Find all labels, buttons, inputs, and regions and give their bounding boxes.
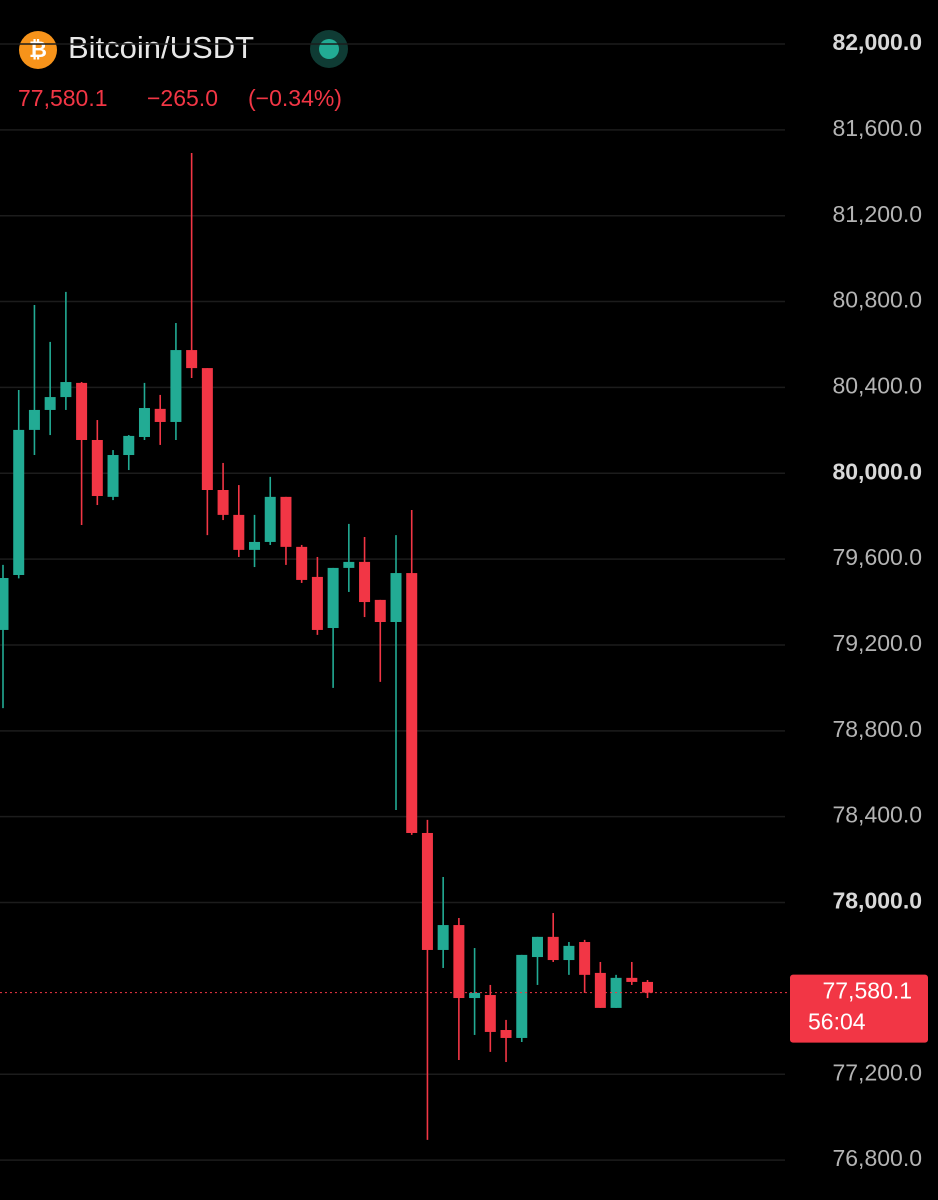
candle-body: [249, 541, 261, 550]
candle-body: [233, 514, 245, 550]
candle-body: [547, 936, 559, 961]
live-indicator: [319, 39, 339, 59]
candle-body: [264, 496, 276, 542]
y-tick-label: 80,400.0: [832, 372, 922, 398]
candle-body: [563, 945, 575, 961]
candle-body: [138, 408, 150, 437]
y-tick-label: 78,800.0: [832, 716, 922, 742]
y-tick-label: 79,200.0: [832, 630, 922, 656]
candle-body: [531, 936, 543, 958]
candle-body: [311, 576, 323, 630]
candle-body: [91, 439, 103, 497]
candle-body: [626, 977, 638, 982]
y-tick-label: 76,800.0: [832, 1145, 922, 1171]
candle-body: [579, 942, 591, 975]
candle-body: [60, 382, 72, 398]
candle-body: [453, 925, 465, 999]
y-tick-label: 80,800.0: [832, 287, 922, 313]
candle-body: [327, 567, 339, 629]
candle-body: [296, 546, 308, 580]
candle-body: [217, 490, 229, 515]
last-price-label: 77,580.1: [822, 978, 912, 1004]
candle-body: [123, 435, 135, 456]
candle-body: [406, 573, 418, 833]
candle-body: [107, 455, 119, 497]
countdown-label: 56:04: [808, 1009, 866, 1035]
y-tick-label: 78,400.0: [832, 802, 922, 828]
candle-body: [201, 368, 213, 491]
candle-body: [359, 561, 371, 603]
header-price: 77,580.1: [18, 85, 108, 111]
candle-body: [421, 832, 433, 950]
coin-icon-symbol: ₿: [29, 37, 47, 62]
candle-body: [516, 954, 528, 1038]
y-tick-label: 82,000.0: [832, 29, 922, 55]
candle-body: [469, 992, 481, 999]
candle-body: [374, 599, 386, 622]
y-tick-label: 77,200.0: [832, 1059, 922, 1085]
candle-body: [170, 350, 182, 422]
symbol-title: Bitcoin/USDT: [68, 30, 254, 65]
header-change-pct: (−0.34%): [248, 85, 342, 111]
candle-body: [343, 561, 355, 568]
candle-body: [154, 408, 166, 422]
candle-body: [44, 397, 56, 410]
y-tick-label: 78,000.0: [832, 888, 922, 914]
y-tick-label: 79,600.0: [832, 544, 922, 570]
y-tick-label: 81,200.0: [832, 201, 922, 227]
candle-body: [0, 578, 9, 630]
candle-body: [28, 409, 40, 430]
candle-body: [186, 350, 198, 369]
candle-body: [76, 382, 88, 440]
candle-body: [437, 925, 449, 950]
candle-body: [500, 1030, 512, 1038]
header-change: −265.0: [147, 85, 218, 111]
y-tick-label: 81,600.0: [832, 115, 922, 141]
candle-body: [642, 981, 654, 993]
candle-body: [13, 429, 25, 575]
candle-body: [484, 995, 496, 1032]
last-price-tag: [790, 974, 928, 1043]
y-tick-label: 80,000.0: [832, 458, 922, 484]
candle-body: [594, 972, 606, 1008]
candle-body: [280, 496, 292, 547]
coin-icon: [19, 31, 57, 69]
candle-body: [390, 573, 402, 622]
